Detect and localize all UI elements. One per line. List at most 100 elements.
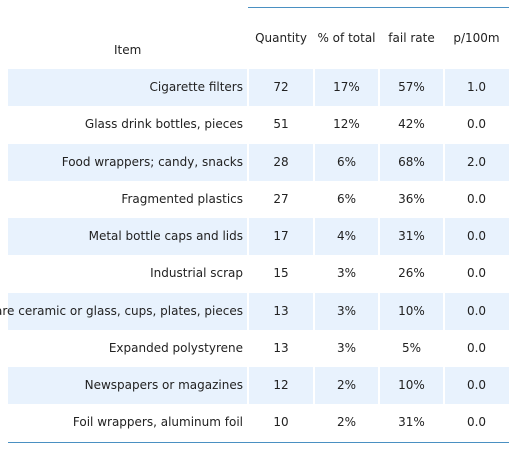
- cell-item-text: Expanded polystyrene: [108, 340, 243, 355]
- column-separator: [443, 292, 445, 330]
- cell-quantity: 27: [273, 191, 289, 206]
- column-separator: [378, 69, 380, 106]
- cell-p100m: 0.0: [466, 303, 487, 318]
- column-separator: [378, 143, 380, 181]
- cell-pct-total: 17%: [333, 80, 360, 94]
- cell-p100m: 0.0: [466, 117, 487, 132]
- cell-p100m: 0.0: [466, 266, 487, 281]
- cell-item-text: Tableware ceramic or glass, cups, plates…: [0, 303, 243, 318]
- column-separator: [378, 106, 380, 144]
- cell-item: Glass drink bottles, pieces: [0, 106, 243, 143]
- cell-fail-rate: 10%: [398, 378, 425, 392]
- column-separator: [247, 292, 249, 330]
- cell-item: Food wrappers; candy, snacks: [0, 144, 243, 181]
- table-row: Metal bottle caps and lids 17 4% 31% 0.0: [8, 218, 509, 255]
- column-separator: [313, 255, 315, 293]
- column-separator: [443, 180, 445, 218]
- cell-fail-rate: 31%: [398, 415, 425, 430]
- cell-quantity: 10: [273, 415, 289, 430]
- table-row: Fragmented plastics 27 6% 36% 0.0: [8, 180, 509, 218]
- column-separator: [443, 255, 445, 293]
- column-separator: [313, 106, 315, 144]
- cell-p100m: 0.0: [466, 415, 487, 430]
- header-fail-rate: fail rate: [388, 31, 435, 45]
- table-row: Foil wrappers, aluminum foil 10 2% 31% 0.0: [8, 404, 509, 442]
- cell-quantity: 13: [273, 340, 289, 355]
- cell-item-text: Foil wrappers, aluminum foil: [72, 415, 243, 430]
- column-separator: [313, 143, 315, 181]
- cell-p100m: 1.0: [466, 80, 487, 94]
- column-separator: [378, 180, 380, 218]
- column-separator: [443, 106, 445, 144]
- column-separator: [443, 329, 445, 367]
- table-row: Glass drink bottles, pieces 51 12% 42% 0.0: [8, 106, 509, 144]
- cell-fail-rate: 36%: [398, 191, 425, 206]
- column-separator: [247, 69, 249, 106]
- cell-item-text: Fragmented plastics: [121, 191, 243, 206]
- cell-item: Metal bottle caps and lids: [0, 218, 243, 255]
- cell-pct-total: 12%: [333, 117, 360, 132]
- bottom-rule: [8, 442, 509, 443]
- cell-fail-rate: 57%: [398, 80, 425, 94]
- cell-item: Foil wrappers, aluminum foil: [0, 404, 243, 441]
- cell-item-text: Glass drink bottles, pieces: [84, 117, 243, 132]
- header-p100m: p/100m: [453, 31, 500, 45]
- cell-item-text: Cigarette filters: [149, 80, 243, 94]
- table-row: Cigarette filters 72 17% 57% 1.0: [8, 69, 509, 106]
- cell-pct-total: 6%: [336, 154, 357, 169]
- cell-p100m: 0.0: [466, 191, 487, 206]
- cell-item: Tableware ceramic or glass, cups, plates…: [0, 293, 243, 330]
- column-separator: [378, 404, 380, 442]
- cell-pct-total: 3%: [336, 340, 357, 355]
- cell-pct-total: 3%: [336, 303, 357, 318]
- cell-item: Fragmented plastics: [0, 181, 243, 218]
- column-separator: [247, 367, 249, 404]
- column-separator: [443, 367, 445, 404]
- table-row: Tableware ceramic or glass, cups, plates…: [0, 292, 509, 330]
- column-separator: [378, 292, 380, 330]
- cell-quantity: 13: [273, 303, 289, 318]
- column-separator: [443, 143, 445, 181]
- column-separator: [443, 218, 445, 255]
- table-row: Industrial scrap 15 3% 26% 0.0: [8, 255, 509, 293]
- cell-fail-rate: 42%: [398, 117, 425, 132]
- column-separator: [443, 404, 445, 442]
- column-separator: [378, 218, 380, 255]
- cell-quantity: 17: [273, 229, 289, 243]
- cell-quantity: 72: [273, 80, 289, 94]
- table-row: Expanded polystyrene 13 3% 5% 0.0: [8, 329, 509, 367]
- cell-pct-total: 4%: [336, 229, 357, 243]
- cell-p100m: 0.0: [466, 378, 487, 392]
- cell-item-text: Industrial scrap: [150, 266, 243, 281]
- column-separator: [378, 329, 380, 367]
- cell-quantity: 12: [273, 378, 289, 392]
- cell-item: Expanded polystyrene: [0, 330, 243, 367]
- cell-item: Newspapers or magazines: [0, 367, 243, 404]
- top-rule: [248, 7, 509, 8]
- cell-item-text: Food wrappers; candy, snacks: [61, 154, 243, 169]
- column-separator: [247, 106, 249, 144]
- column-separator: [313, 218, 315, 255]
- column-separator: [247, 255, 249, 293]
- cell-p100m: 0.0: [466, 229, 487, 243]
- cell-pct-total: 6%: [336, 191, 357, 206]
- column-separator: [247, 404, 249, 442]
- cell-fail-rate: 5%: [401, 340, 422, 355]
- cell-pct-total: 3%: [336, 266, 357, 281]
- cell-fail-rate: 68%: [398, 154, 425, 169]
- column-separator: [313, 292, 315, 330]
- cell-fail-rate: 10%: [398, 303, 425, 318]
- header-item: Item: [114, 43, 142, 57]
- header-pct-total: % of total: [317, 31, 376, 45]
- column-separator: [247, 329, 249, 367]
- header-quantity: Quantity: [255, 31, 307, 45]
- cell-quantity: 15: [273, 266, 289, 281]
- cell-pct-total: 2%: [336, 378, 357, 392]
- cell-item: Industrial scrap: [0, 255, 243, 292]
- column-separator: [313, 69, 315, 106]
- cell-item-text: Newspapers or magazines: [84, 378, 243, 392]
- column-separator: [247, 180, 249, 218]
- cell-p100m: 2.0: [466, 154, 487, 169]
- cell-pct-total: 2%: [336, 415, 357, 430]
